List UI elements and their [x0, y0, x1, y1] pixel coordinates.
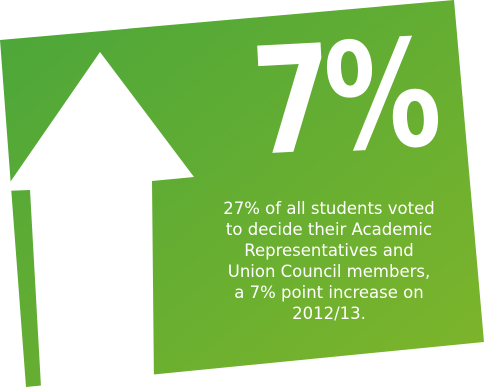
up-arrow-icon [4, 52, 194, 387]
stat-description: 27% of all students voted to decide thei… [223, 199, 435, 323]
headline-stat: 7% [247, 7, 438, 189]
